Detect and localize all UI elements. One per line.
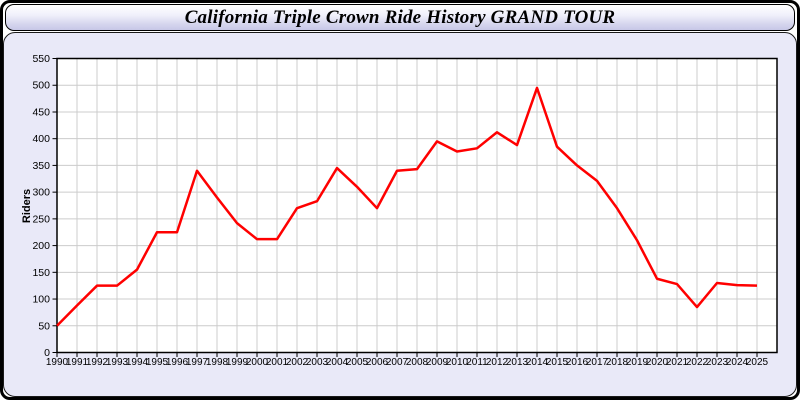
x-tick-label: 1993	[106, 357, 129, 368]
x-tick-label: 2008	[406, 357, 429, 368]
y-tick-label: 300	[32, 187, 50, 199]
y-tick-label: 350	[32, 160, 50, 172]
x-tick-label: 2022	[686, 357, 709, 368]
ride-history-line-chart: 0501001502002503003504004505005501990199…	[21, 53, 778, 368]
x-tick-label: 1997	[186, 357, 209, 368]
y-tick-label: 250	[32, 213, 50, 225]
y-tick-label: 550	[32, 53, 50, 65]
x-tick-label: 1999	[226, 357, 249, 368]
x-tick-label: 2010	[446, 357, 469, 368]
x-tick-label: 1990	[46, 357, 69, 368]
y-tick-label: 50	[38, 320, 50, 332]
x-tick-label: 2013	[506, 357, 529, 368]
x-tick-label: 2018	[606, 357, 629, 368]
x-tick-label: 2000	[246, 357, 269, 368]
title-bar: California Triple Crown Ride History GRA…	[5, 4, 795, 31]
x-tick-label: 2005	[346, 357, 369, 368]
x-tick-label: 2023	[706, 357, 729, 368]
x-tick-label: 2011	[466, 357, 488, 368]
y-tick-label: 400	[32, 133, 50, 145]
x-tick-label: 2002	[286, 357, 309, 368]
x-tick-label: 2025	[746, 357, 769, 368]
x-tick-label: 1996	[166, 357, 189, 368]
x-tick-label: 2004	[326, 357, 349, 368]
y-tick-label: 100	[32, 294, 50, 306]
x-tick-label: 2020	[646, 357, 669, 368]
x-tick-label: 2007	[386, 357, 409, 368]
x-tick-label: 2021	[666, 357, 689, 368]
x-tick-label: 2015	[546, 357, 569, 368]
x-tick-label: 2014	[526, 357, 549, 368]
x-tick-label: 2001	[266, 357, 289, 368]
x-tick-label: 2012	[486, 357, 509, 368]
x-tick-label: 2024	[726, 357, 749, 368]
x-tick-label: 2003	[306, 357, 329, 368]
y-axis-label: Riders	[21, 189, 33, 223]
x-tick-label: 2019	[626, 357, 649, 368]
y-tick-label: 150	[32, 267, 50, 279]
x-tick-label: 1995	[146, 357, 169, 368]
window-title: California Triple Crown Ride History GRA…	[184, 6, 616, 28]
series-line-riders	[56, 86, 758, 327]
x-tick-label: 2006	[366, 357, 389, 368]
x-tick-label: 2017	[586, 357, 609, 368]
x-tick-label: 1991	[66, 357, 89, 368]
y-tick-label: 450	[32, 106, 50, 118]
x-tick-label: 1994	[126, 357, 149, 368]
y-tick-label: 500	[32, 80, 50, 92]
y-tick-label: 0	[44, 347, 50, 359]
x-tick-label: 2016	[566, 357, 589, 368]
x-tick-label: 1998	[206, 357, 229, 368]
y-tick-label: 200	[32, 240, 50, 252]
x-tick-label: 2009	[426, 357, 449, 368]
x-tick-label: 1992	[86, 357, 109, 368]
